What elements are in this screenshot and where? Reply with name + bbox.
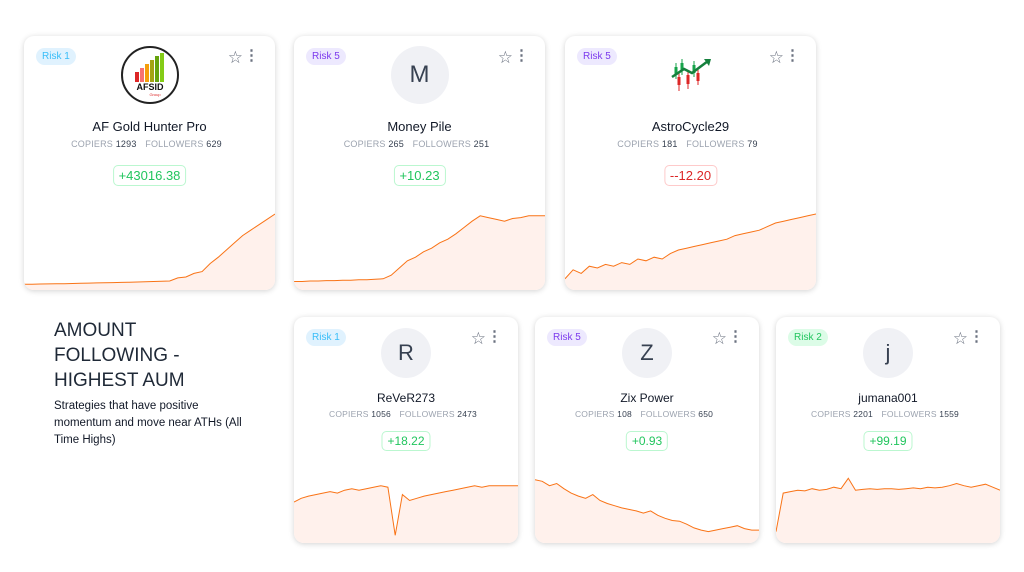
strategy-card[interactable]: Risk 1 ☆ ⋮ AFSID Group AF Gold Hunter Pro … [24,36,275,290]
strategy-name[interactable]: Money Pile [387,119,452,134]
more-menu-icon[interactable]: ⋮ [487,328,502,345]
pnl-badge: +18.22 [381,431,431,451]
avatar: AFSID Group [120,46,179,104]
star-icon[interactable]: ☆ [711,329,727,348]
strategy-card[interactable]: Risk 2 ☆ ⋮ j jumana001 COPIERS 2201 FOLLO… [776,317,1000,543]
strategy-card[interactable]: Risk 5 ☆ ⋮ M Money Pile COPIERS 265 FOLLO… [294,36,545,290]
more-menu-icon[interactable]: ⋮ [244,47,259,64]
sparkline-line [776,477,1000,532]
sparkline-area [294,485,518,543]
strategy-card[interactable]: Risk 5 ☆ ⋮ AstroCycle29 COPIERS 181 FOLLO… [565,36,816,290]
pnl-badge: --12.20 [663,165,718,186]
risk-badge: Risk 2 [788,329,828,346]
sparkline-chart [24,213,275,290]
pnl-badge: +99.19 [863,431,913,451]
stats: COPIERS 181 FOLLOWERS 79 [617,139,758,149]
sparkline-chart [294,215,545,290]
sparkline-line [565,213,816,280]
risk-badge: Risk 1 [306,329,346,346]
pnl-badge: +43016.38 [112,165,187,186]
risk-badge: Risk 5 [547,329,587,346]
sparkline-line [535,479,759,533]
strategy-card[interactable]: Risk 5 ☆ ⋮ Z Zix Power COPIERS 108 FOLLOW… [535,317,759,543]
stats: COPIERS 108 FOLLOWERS 650 [574,409,714,419]
svg-text:Group: Group [149,92,161,97]
star-icon[interactable]: ☆ [227,48,243,67]
star-icon[interactable]: ☆ [470,329,486,348]
more-menu-icon[interactable]: ⋮ [514,47,529,64]
candlestick-logo-icon [670,59,711,91]
avatar [661,46,720,104]
strategy-name[interactable]: AstroCycle29 [651,119,730,134]
risk-badge: Risk 5 [577,48,617,65]
sparkline-chart [535,479,759,543]
avatar: M [390,46,449,104]
sparkline-line [24,213,275,285]
strategy-name[interactable]: ReVeR273 [376,391,436,405]
sparkline-area [565,214,816,290]
avatar: j [863,328,913,378]
star-icon[interactable]: ☆ [952,329,968,348]
sparkline-line [294,485,518,536]
avatar: R [381,328,431,378]
sparkline-line [294,215,545,282]
svg-text:AFSID: AFSID [136,82,164,92]
sparkline-chart [776,477,1000,543]
risk-badge: Risk 5 [306,48,346,65]
strategy-card[interactable]: Risk 1 ☆ ⋮ R ReVeR273 COPIERS 1056 FOLLOW… [294,317,518,543]
more-menu-icon[interactable]: ⋮ [785,47,800,64]
stats: COPIERS 1056 FOLLOWERS 2473 [329,409,477,419]
more-menu-icon[interactable]: ⋮ [728,328,743,345]
strategy-name[interactable]: Zix Power [620,391,674,405]
sparkline-area [776,478,1000,543]
section-title: AMOUNT FOLLOWING - HIGHEST AUM [54,320,185,391]
sparkline-area [535,479,759,543]
sparkline-chart [565,213,816,290]
strategy-name[interactable]: AF Gold Hunter Pro [92,119,207,134]
more-menu-icon[interactable]: ⋮ [969,328,984,345]
star-icon[interactable]: ☆ [497,48,513,67]
avatar: Z [622,328,672,378]
pnl-badge: +0.93 [625,431,669,451]
section-description: Strategies that have positive momentum a… [54,400,242,446]
sparkline-area [24,214,275,290]
stats: COPIERS 1293 FOLLOWERS 629 [71,139,222,149]
pnl-badge: +10.23 [393,165,446,186]
stats: COPIERS 265 FOLLOWERS 251 [343,139,490,149]
star-icon[interactable]: ☆ [768,48,784,67]
risk-badge: Risk 1 [36,48,76,65]
strategy-name[interactable]: jumana001 [858,391,918,405]
sparkline-chart [294,485,518,543]
sparkline-area [294,215,545,290]
stats: COPIERS 2201 FOLLOWERS 1559 [811,409,959,419]
